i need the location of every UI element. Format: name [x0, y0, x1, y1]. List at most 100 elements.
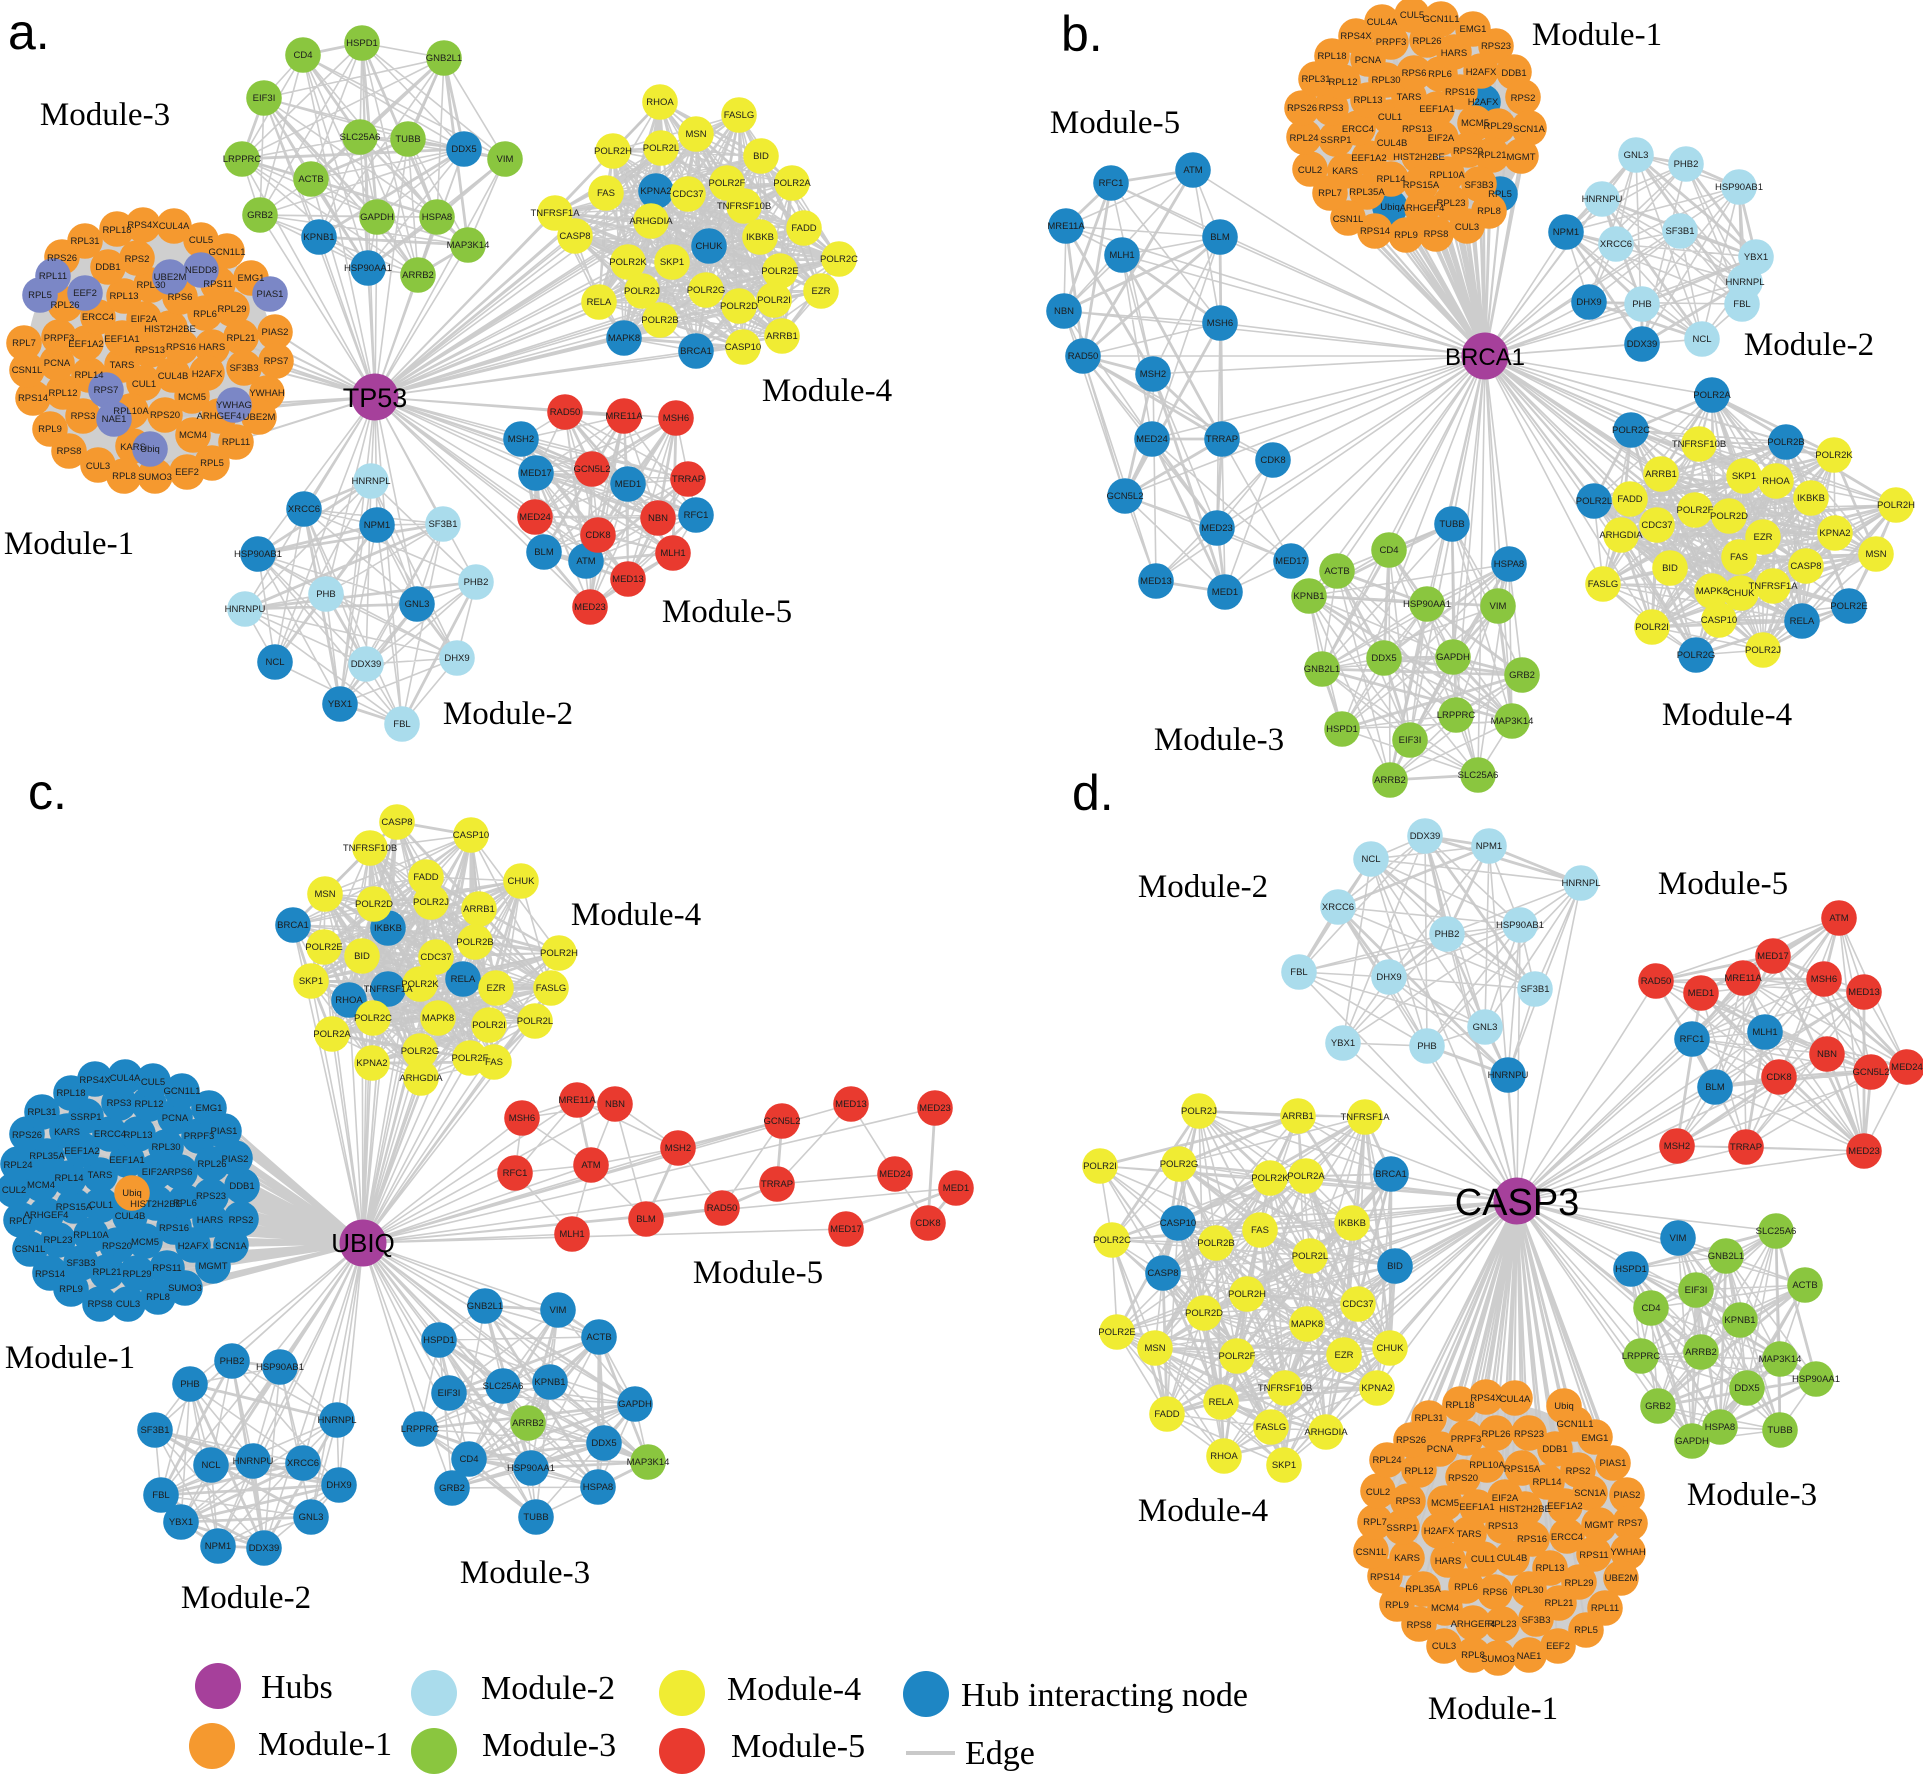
svg-text:PCNA: PCNA: [44, 358, 71, 369]
svg-text:RPL7: RPL7: [1318, 188, 1342, 199]
svg-text:ARHGDIA: ARHGDIA: [1599, 530, 1643, 541]
svg-text:RPL7: RPL7: [1363, 1517, 1387, 1528]
svg-text:MSH6: MSH6: [663, 413, 689, 424]
svg-text:VIM: VIM: [550, 1305, 567, 1316]
svg-text:GCN1L1: GCN1L1: [1557, 1419, 1594, 1430]
svg-text:XRCC6: XRCC6: [1322, 902, 1354, 913]
svg-text:POLR2K: POLR2K: [1251, 1173, 1289, 1184]
svg-text:POLR2A: POLR2A: [1693, 390, 1731, 401]
svg-text:CUL2: CUL2: [1298, 165, 1322, 176]
svg-text:MED1: MED1: [1688, 988, 1714, 999]
svg-text:PCNA: PCNA: [1355, 55, 1382, 66]
svg-text:PCNA: PCNA: [162, 1113, 189, 1124]
svg-text:BRCA1: BRCA1: [1445, 344, 1525, 371]
svg-text:ATM: ATM: [1829, 913, 1848, 924]
svg-text:RFC1: RFC1: [1680, 1034, 1705, 1045]
svg-text:GCN1L1: GCN1L1: [209, 247, 246, 258]
svg-text:POLR2C: POLR2C: [354, 1013, 392, 1024]
svg-text:GRB2: GRB2: [1645, 1401, 1671, 1412]
svg-text:RPL5: RPL5: [1488, 189, 1512, 200]
svg-text:CD4: CD4: [459, 1454, 478, 1465]
svg-text:Module-3: Module-3: [460, 1555, 590, 1591]
svg-text:CUL4B: CUL4B: [1377, 138, 1408, 149]
svg-text:CHUK: CHUK: [1728, 588, 1756, 599]
svg-text:TP53: TP53: [343, 383, 408, 413]
svg-text:SF3B3: SF3B3: [66, 1258, 95, 1269]
svg-text:a.: a.: [8, 4, 50, 60]
svg-text:POLR2K: POLR2K: [401, 979, 439, 990]
svg-text:MED23: MED23: [574, 602, 606, 613]
svg-text:CDK8: CDK8: [585, 530, 610, 541]
svg-text:CHUK: CHUK: [1377, 1343, 1405, 1354]
svg-text:MED1: MED1: [943, 1183, 969, 1194]
svg-text:KPNA2: KPNA2: [1361, 1383, 1392, 1394]
svg-text:RPS8: RPS8: [57, 446, 82, 457]
svg-text:HSPA8: HSPA8: [422, 212, 452, 223]
svg-text:CUL5: CUL5: [141, 1077, 165, 1088]
svg-text:GNB2L1: GNB2L1: [1708, 1251, 1744, 1262]
svg-text:Ubiq: Ubiq: [140, 444, 160, 455]
svg-text:PHB2: PHB2: [1674, 159, 1699, 170]
svg-text:RPL35A: RPL35A: [1405, 1584, 1441, 1595]
svg-text:EEF2: EEF2: [1546, 1641, 1570, 1652]
svg-text:NCL: NCL: [265, 657, 284, 668]
svg-text:Module-4: Module-4: [762, 373, 892, 409]
svg-text:POLR2H: POLR2H: [540, 948, 578, 959]
svg-text:PHB: PHB: [1417, 1041, 1437, 1052]
svg-text:FAS: FAS: [597, 188, 615, 199]
svg-text:RPL11: RPL11: [39, 271, 67, 282]
svg-text:H2AFX: H2AFX: [178, 1241, 209, 1252]
svg-text:EIF2A: EIF2A: [142, 1167, 169, 1178]
svg-text:Ubiq: Ubiq: [1380, 202, 1400, 213]
svg-text:CASP8: CASP8: [381, 817, 412, 828]
svg-text:RPL11: RPL11: [1591, 1603, 1619, 1614]
svg-text:IKBKB: IKBKB: [1338, 1218, 1366, 1229]
svg-text:CUL3: CUL3: [1432, 1641, 1456, 1652]
svg-text:RPL13: RPL13: [1353, 95, 1382, 106]
svg-text:POLR2H: POLR2H: [594, 146, 632, 157]
svg-text:RELA: RELA: [1790, 616, 1815, 627]
svg-text:ACTB: ACTB: [1324, 566, 1349, 577]
svg-text:ARHGDIA: ARHGDIA: [629, 216, 673, 227]
svg-text:Module-1: Module-1: [5, 1340, 135, 1376]
svg-text:PHB: PHB: [316, 589, 336, 600]
svg-text:POLR2E: POLR2E: [1098, 1327, 1136, 1338]
svg-text:POLR2F: POLR2F: [1219, 1351, 1256, 1362]
svg-text:TNFRSF10B: TNFRSF10B: [717, 201, 771, 212]
svg-text:MED17: MED17: [520, 468, 552, 479]
svg-text:TUBB: TUBB: [395, 134, 420, 145]
svg-text:MSH2: MSH2: [1140, 369, 1166, 380]
svg-text:BRCA1: BRCA1: [277, 920, 309, 931]
svg-text:PCNA: PCNA: [1427, 1444, 1454, 1455]
svg-text:BLM: BLM: [636, 1214, 656, 1225]
svg-text:RPL35A: RPL35A: [1349, 187, 1385, 198]
svg-text:IKBKB: IKBKB: [746, 232, 774, 243]
svg-text:CUL4A: CUL4A: [1500, 1394, 1531, 1405]
svg-text:RPS13: RPS13: [135, 345, 165, 356]
svg-text:RPS23: RPS23: [1514, 1429, 1544, 1440]
svg-text:CUL3: CUL3: [86, 461, 110, 472]
svg-text:RPL29: RPL29: [122, 1269, 151, 1280]
svg-text:Hub interacting node: Hub interacting node: [961, 1677, 1248, 1714]
svg-text:CASP10: CASP10: [1701, 615, 1737, 626]
svg-text:MCM4: MCM4: [1431, 1603, 1459, 1614]
svg-text:Module-2: Module-2: [1138, 869, 1268, 905]
svg-text:CASP8: CASP8: [1790, 561, 1821, 572]
svg-text:RAD50: RAD50: [1068, 351, 1099, 362]
svg-text:SF3B3: SF3B3: [229, 363, 258, 374]
svg-text:RPS20: RPS20: [1453, 146, 1483, 157]
svg-text:VIM: VIM: [1670, 1233, 1687, 1244]
svg-text:TNFRSF10B: TNFRSF10B: [343, 843, 397, 854]
svg-text:TARS: TARS: [88, 1170, 113, 1181]
svg-text:Module-3: Module-3: [40, 97, 170, 133]
svg-text:Module-5: Module-5: [1050, 105, 1180, 141]
svg-text:BLM: BLM: [1705, 1082, 1725, 1093]
svg-text:FAS: FAS: [485, 1057, 503, 1068]
svg-text:CSN1L: CSN1L: [1333, 214, 1364, 225]
svg-text:POLR2D: POLR2D: [720, 301, 758, 312]
svg-text:RPL14: RPL14: [1532, 1477, 1561, 1488]
svg-text:RELA: RELA: [1209, 1397, 1234, 1408]
svg-text:EIF3I: EIF3I: [253, 93, 276, 104]
svg-text:SKP1: SKP1: [1732, 471, 1756, 482]
svg-text:Module-5: Module-5: [693, 1255, 823, 1291]
